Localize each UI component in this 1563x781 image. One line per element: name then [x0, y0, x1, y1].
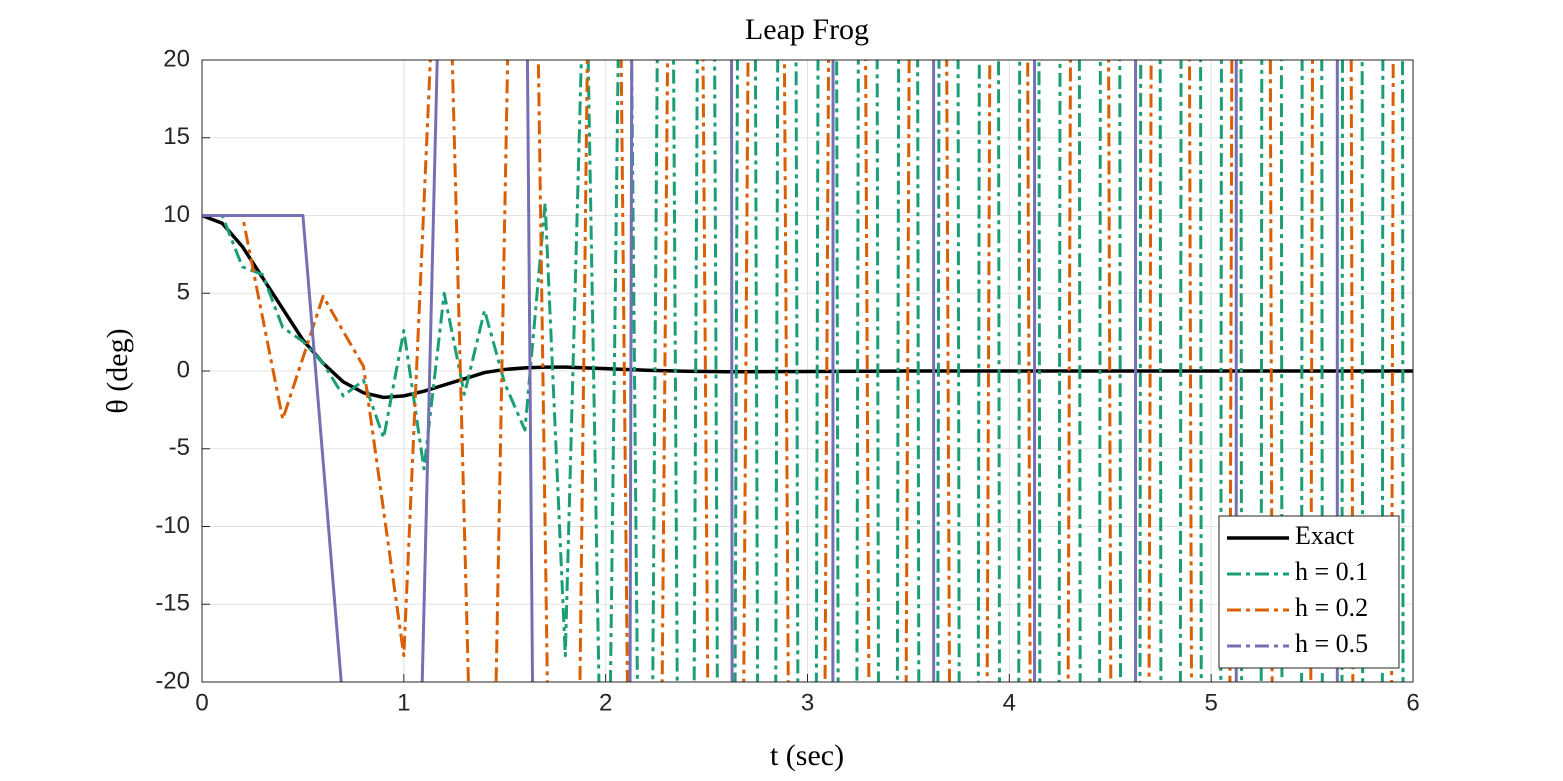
- tick-labels: -20 -15 -10 -5 0 5 10 15 20 0 1 2 3 4 5 6: [155, 45, 1419, 716]
- axes-box: [201, 59, 1414, 683]
- legend-label: h = 0.5: [1295, 629, 1368, 658]
- series-line: [202, 213, 1413, 400]
- y-tick-label: 5: [177, 279, 190, 306]
- y-tick-label: 10: [163, 201, 190, 228]
- legend-label: h = 0.2: [1295, 593, 1368, 622]
- legend-label: Exact: [1295, 521, 1355, 550]
- legend-label: h = 0.1: [1295, 557, 1368, 586]
- x-tick-label: 6: [1406, 689, 1419, 716]
- y-tick-label: 0: [177, 356, 190, 383]
- series-line: [202, 60, 1405, 682]
- y-axis-label: θ (deg): [101, 328, 134, 413]
- y-tick-label: 20: [163, 45, 190, 72]
- x-tick-label: 5: [1204, 689, 1217, 716]
- y-tick-label: -5: [169, 434, 190, 461]
- series-lines: [202, 60, 1413, 682]
- x-tick-label: 0: [195, 689, 208, 716]
- chart-title: Leap Frog: [745, 13, 869, 46]
- legend-box: [1218, 515, 1400, 669]
- series-line: [202, 60, 1395, 682]
- x-tick-label: 4: [1003, 689, 1016, 716]
- x-axis-label: t (sec): [770, 739, 844, 772]
- x-tick-label: 2: [599, 689, 612, 716]
- y-tick-label: 15: [163, 123, 190, 150]
- x-tick-label: 1: [397, 689, 410, 716]
- legend: Exact h = 0.1 h = 0.2 h = 0.5: [1218, 515, 1400, 669]
- y-tick-label: -20: [155, 667, 190, 694]
- x-tick-label: 3: [801, 689, 814, 716]
- y-tick-label: -15: [155, 590, 190, 617]
- y-tick-label: -10: [155, 512, 190, 539]
